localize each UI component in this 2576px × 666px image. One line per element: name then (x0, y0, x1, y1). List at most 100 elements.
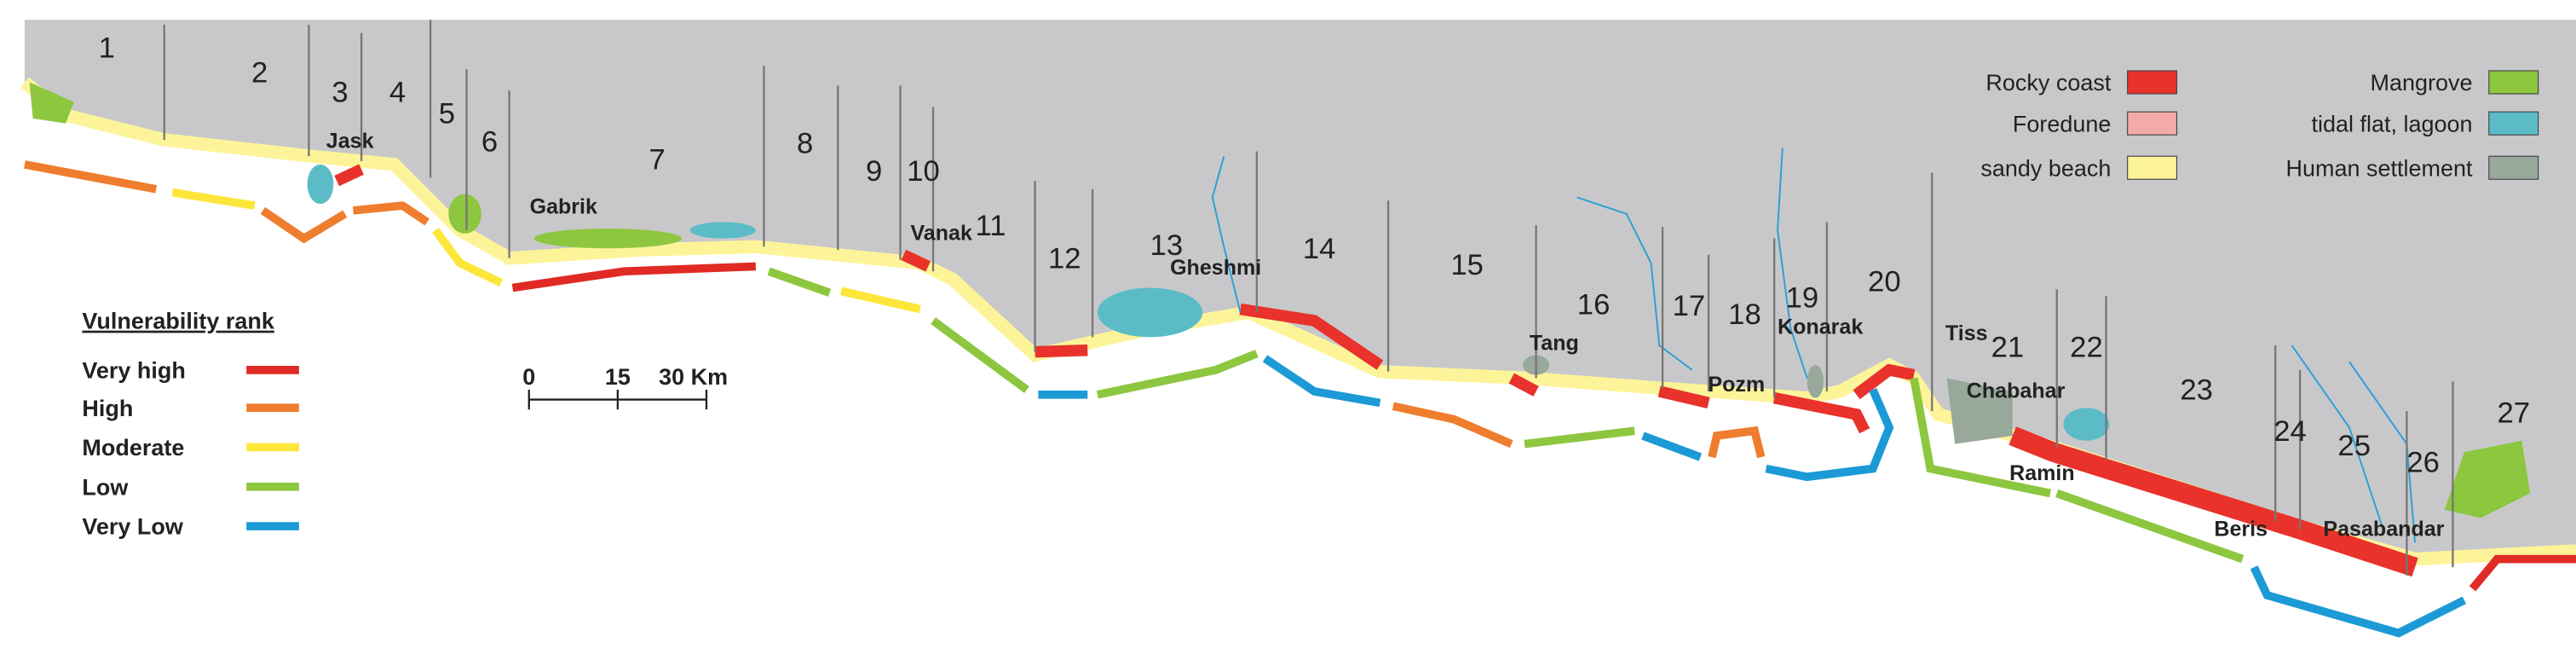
vulnerability-label: High (82, 396, 133, 421)
lagoon (2063, 408, 2110, 441)
landcover-swatch (2488, 111, 2539, 136)
segment-number: 20 (1868, 265, 1901, 298)
scale-label: 30 Km (659, 364, 728, 390)
vulnerability-segment (2055, 489, 2245, 564)
vulnerability-segment (353, 201, 429, 226)
lagoon (689, 222, 756, 239)
river (1777, 148, 1808, 379)
settlement (1946, 378, 2013, 444)
vulnerability-label: Moderate (82, 435, 184, 460)
place-name: Tang (1530, 332, 1579, 356)
vulnerability-segment (2469, 554, 2576, 592)
rocky-coast-patch (1657, 385, 1710, 409)
segment-number: 16 (1577, 288, 1611, 321)
landcover-swatch (2127, 70, 2178, 95)
vulnerability-segment (1708, 426, 1766, 459)
lagoon (1097, 287, 1203, 338)
vulnerability-title: Vulnerability rank (82, 309, 274, 334)
segment-number: 22 (2070, 331, 2103, 363)
rocky-coast-patch (2008, 426, 2418, 577)
vulnerability-label: Low (82, 474, 129, 500)
segment-number: 13 (1150, 229, 1184, 262)
place-name: Beris (2214, 518, 2268, 541)
rocky-coast-patch (1239, 303, 1384, 370)
segment-number: 4 (389, 77, 406, 109)
mangroves (29, 82, 2531, 518)
place-name: Jask (326, 130, 374, 153)
vulnerability-segment (1641, 431, 1703, 461)
vulnerability-segment (432, 228, 504, 287)
lagoons (307, 164, 2110, 441)
river (2291, 345, 2383, 527)
vulnerability-segment (260, 206, 348, 244)
vulnerability-segment (1765, 388, 1894, 482)
place-name: Gheshmi (1170, 256, 1261, 280)
place-name: Chabahar (1967, 379, 2066, 403)
segment-number: 7 (649, 144, 666, 177)
segment-number: 11 (976, 210, 1006, 242)
segment-number: 15 (1450, 249, 1484, 281)
landcover-label: Rocky coast (1985, 70, 2111, 96)
rocky-coast-patch (1508, 373, 1539, 397)
vulnerability-segment (1262, 355, 1381, 408)
place-name: Konarak (1778, 315, 1863, 339)
vulnerability-segment (24, 160, 158, 194)
place-name: Pasabandar (2323, 518, 2444, 541)
vulnerability-segment (1096, 350, 1259, 399)
segment-number: 2 (251, 56, 268, 89)
mangrove (29, 82, 74, 124)
place-name: Pozm (1708, 373, 1765, 397)
vulnerability-segment (2250, 565, 2467, 638)
legend: Rocky coast Foredune sandy beach Mangrove ti… (82, 70, 2539, 540)
settlement (1807, 365, 1824, 398)
landcover-swatch (2127, 111, 2178, 136)
landcover-swatch (2127, 155, 2178, 180)
segment-number: 10 (907, 155, 940, 188)
mangrove (2444, 440, 2531, 518)
segment-number: 1 (99, 32, 115, 65)
rocky-coast-patch (901, 249, 931, 272)
vulnerability-segment (1392, 402, 1513, 449)
landcover-label: Human settlement (2286, 155, 2473, 181)
segment-number: 17 (1673, 290, 1706, 322)
vulnerability-segment (1910, 377, 2052, 498)
rocky-coast-patch (1772, 392, 1870, 434)
segment-number: 14 (1303, 233, 1336, 265)
rocky-coast-patch (334, 164, 364, 187)
segment-number: 25 (2337, 430, 2371, 462)
segment-dividers (163, 20, 2454, 576)
river (1576, 196, 1693, 371)
vulnerability-label: Very Low (82, 514, 183, 540)
landcover-swatch (2488, 155, 2539, 180)
segment-number: 3 (331, 77, 348, 109)
segment-number: 9 (866, 155, 882, 188)
segment-number: 6 (481, 125, 498, 158)
landcover-label: Mangrove (2371, 70, 2473, 96)
rocky-coast-patch (1034, 344, 1088, 358)
landcover-label: sandy beach (1980, 155, 2111, 181)
segment-number: 23 (2180, 374, 2213, 407)
place-name: Vanak (910, 222, 971, 246)
vulnerability-line (24, 160, 2576, 638)
segment-number: 19 (1786, 282, 1819, 315)
segment-number: 27 (2497, 397, 2530, 430)
landcover-label: Foredune (2013, 111, 2112, 136)
segment-number: 8 (797, 127, 813, 159)
vulnerability-segment (511, 262, 757, 292)
place-name: Gabrik (530, 195, 597, 219)
river (1211, 155, 1242, 313)
segment-number: 24 (2273, 415, 2307, 448)
place-name: Ramin (2009, 461, 2075, 485)
lagoon (307, 164, 334, 205)
segment-number: 21 (1991, 331, 2025, 363)
vulnerability-segment (171, 188, 256, 210)
scale-label: 15 (605, 364, 631, 390)
vulnerability-segment (1524, 426, 1635, 449)
vulnerability-label: Very high (82, 358, 185, 384)
scale-label: 0 (522, 364, 535, 390)
rocky-coast (334, 164, 2418, 577)
landcover-swatch (2488, 70, 2539, 95)
